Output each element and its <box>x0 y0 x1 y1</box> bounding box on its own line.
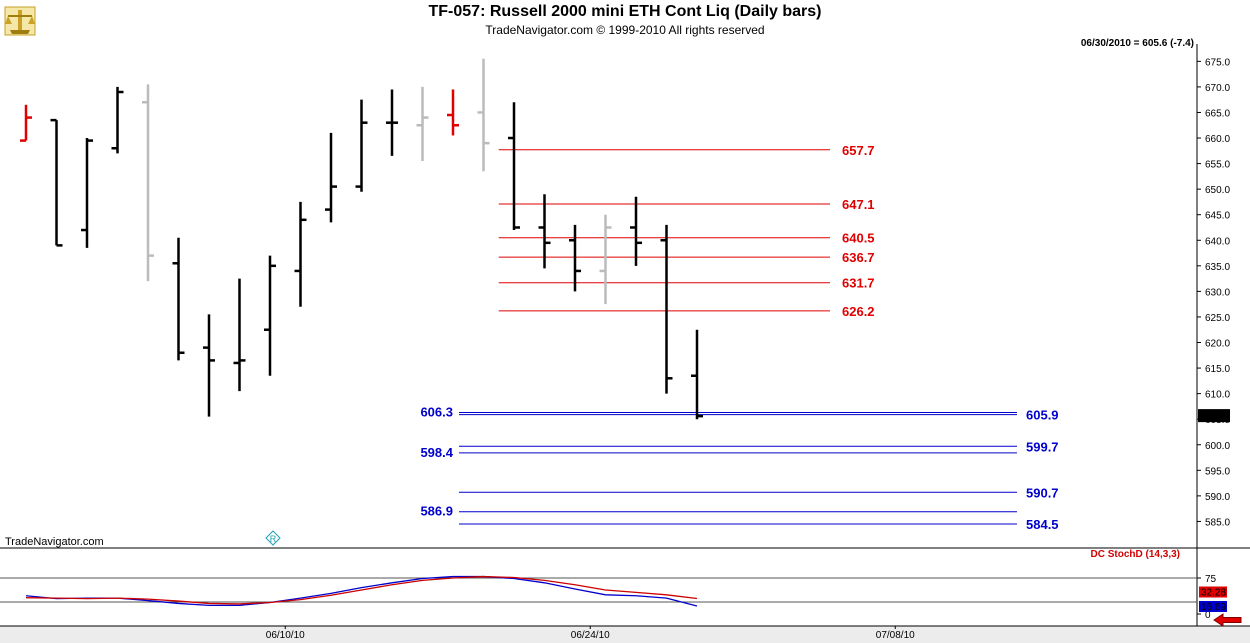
r-diamond-icon[interactable]: R <box>265 530 281 546</box>
y-tick-label: 635.0 <box>1205 262 1230 273</box>
y-tick-label: 610.0 <box>1205 390 1230 401</box>
level-label-blue: 590.7 <box>1026 485 1059 500</box>
red-left-arrow-icon[interactable] <box>1213 613 1243 632</box>
y-tick-label: 630.0 <box>1205 287 1230 298</box>
stoch-value-label: 32.28 <box>1201 588 1226 599</box>
stoch-series-line <box>25 575 698 605</box>
x-tick-label: 07/08/10 <box>876 630 915 641</box>
level-label-red: 626.2 <box>842 304 875 319</box>
y-tick-label: 645.0 <box>1205 211 1230 222</box>
level-label-blue: 584.5 <box>1026 517 1059 532</box>
y-tick-label: 655.0 <box>1205 160 1230 171</box>
level-label-red: 647.1 <box>842 197 875 212</box>
level-label-blue: 586.9 <box>420 504 453 519</box>
y-tick-label: 650.0 <box>1205 185 1230 196</box>
y-tick-label: 665.0 <box>1205 108 1230 119</box>
level-label-blue: 598.4 <box>420 445 453 460</box>
stoch-value-box <box>1199 586 1227 598</box>
level-label-red: 640.5 <box>842 231 875 246</box>
stoch-value-label: 16.69 <box>1201 602 1226 613</box>
x-tick-label: 06/10/10 <box>266 630 305 641</box>
x-axis-band <box>0 626 1250 643</box>
watermark: TradeNavigator.com <box>5 536 104 548</box>
svg-text:R: R <box>270 534 277 544</box>
y-tick-label: 620.0 <box>1205 339 1230 350</box>
y-tick-label: 595.0 <box>1205 466 1230 477</box>
level-label-blue: 606.3 <box>420 405 453 420</box>
stoch-title: DC StochD (14,3,3) <box>1090 549 1180 560</box>
level-label-blue: 599.7 <box>1026 439 1059 454</box>
x-tick-label: 06/24/10 <box>571 630 610 641</box>
trade-navigator-logo-icon[interactable] <box>4 6 36 41</box>
stoch-y-tick-label: 0 <box>1205 610 1211 621</box>
last-price-box <box>1198 409 1230 423</box>
level-label-red: 657.7 <box>842 143 875 158</box>
stoch-series-line <box>25 575 698 607</box>
y-tick-label: 640.0 <box>1205 236 1230 247</box>
y-tick-label: 590.0 <box>1205 492 1230 503</box>
y-tick-label: 670.0 <box>1205 83 1230 94</box>
y-tick-label: 675.0 <box>1205 57 1230 68</box>
level-label-blue: 605.9 <box>1026 408 1059 423</box>
level-label-red: 636.7 <box>842 250 875 265</box>
stoch-y-tick-label: 75 <box>1205 574 1217 585</box>
stoch-value-box <box>1199 600 1227 612</box>
y-tick-label: 585.0 <box>1205 517 1230 528</box>
y-tick-label: 625.0 <box>1205 313 1230 324</box>
y-tick-label: 660.0 <box>1205 134 1230 145</box>
level-label-red: 631.7 <box>842 276 875 291</box>
chart-subtitle: TradeNavigator.com © 1999-2010 All right… <box>485 23 765 37</box>
y-tick-label: 600.0 <box>1205 441 1230 452</box>
y-tick-label: 615.0 <box>1205 364 1230 375</box>
chart-title: TF-057: Russell 2000 mini ETH Cont Liq (… <box>428 3 822 20</box>
last-quote: 06/30/2010 = 605.6 (-7.4) <box>1080 38 1194 49</box>
last-price-label: 605.6 <box>1200 411 1225 422</box>
